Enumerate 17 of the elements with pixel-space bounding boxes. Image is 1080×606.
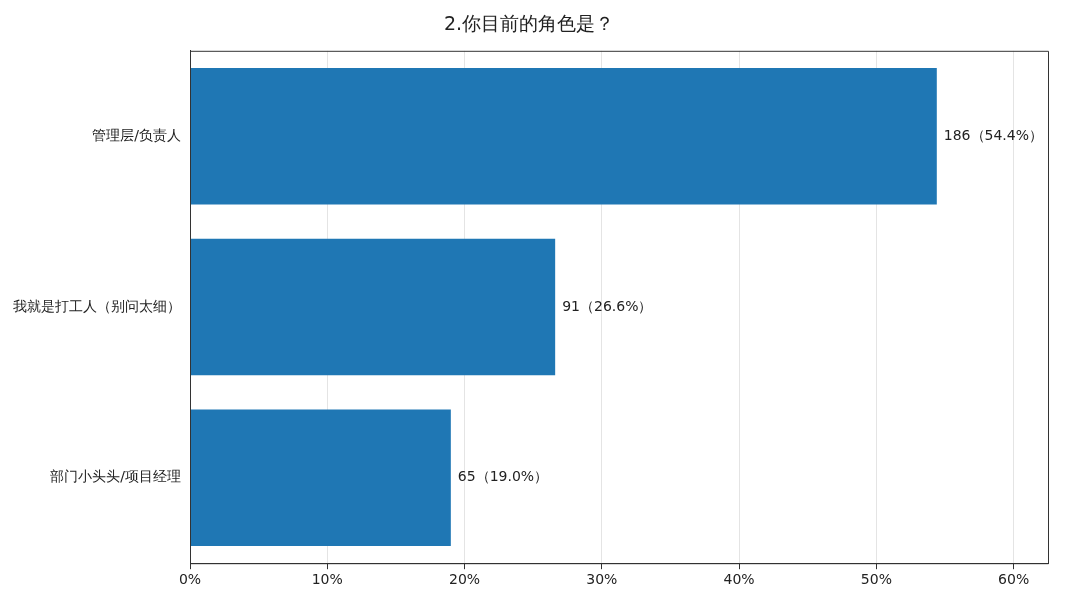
x-tick-label: 10% bbox=[311, 571, 343, 588]
data-label: 65（19.0%） bbox=[457, 468, 549, 485]
data-label: 91（26.6%） bbox=[562, 297, 653, 314]
x-tick-label: 60% bbox=[998, 571, 1030, 588]
x-tick-label: 20% bbox=[449, 571, 481, 588]
bar bbox=[190, 238, 556, 376]
y-tick-label: 部门小头头/项目经理 bbox=[50, 468, 181, 485]
y-tick-label: 管理层/负责人 bbox=[92, 126, 181, 143]
y-tick-label: 我就是打工人（别问太细） bbox=[13, 297, 181, 314]
x-tick-label: 50% bbox=[860, 571, 892, 588]
bar bbox=[190, 67, 937, 205]
data-label: 186（54.4%） bbox=[943, 126, 1044, 143]
x-tick-label: 30% bbox=[586, 571, 618, 588]
chart-title: 2.你目前的角色是？ bbox=[443, 12, 615, 35]
bar bbox=[190, 409, 451, 547]
x-tick-label: 0% bbox=[178, 571, 202, 588]
x-tick-label: 40% bbox=[723, 571, 755, 588]
